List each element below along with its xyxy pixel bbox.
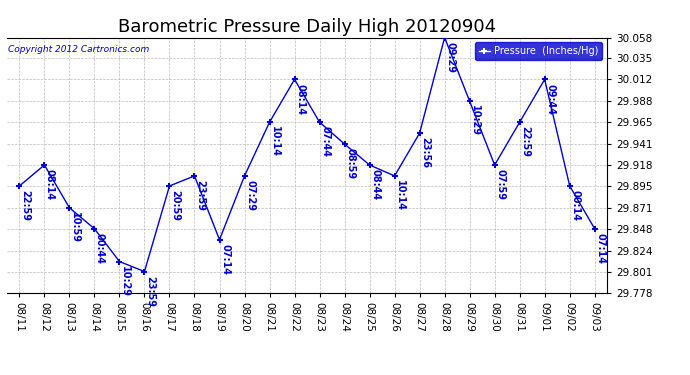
Text: 00:44: 00:44 xyxy=(95,233,105,264)
Text: 07:44: 07:44 xyxy=(320,126,330,158)
Text: 08:59: 08:59 xyxy=(345,148,355,179)
Text: 22:59: 22:59 xyxy=(20,190,30,221)
Text: 22:59: 22:59 xyxy=(520,126,530,158)
Text: 09:29: 09:29 xyxy=(445,42,455,73)
Text: 07:59: 07:59 xyxy=(495,169,505,200)
Title: Barometric Pressure Daily High 20120904: Barometric Pressure Daily High 20120904 xyxy=(118,18,496,36)
Text: 00:14: 00:14 xyxy=(570,190,580,221)
Text: 07:14: 07:14 xyxy=(220,244,230,275)
Text: 23:59: 23:59 xyxy=(195,180,205,211)
Text: 20:59: 20:59 xyxy=(170,190,180,221)
Text: 07:14: 07:14 xyxy=(595,233,605,264)
Text: 23:59: 23:59 xyxy=(145,276,155,307)
Text: 10:14: 10:14 xyxy=(270,126,280,158)
Text: 10:29: 10:29 xyxy=(470,105,480,136)
Legend: Pressure  (Inches/Hg): Pressure (Inches/Hg) xyxy=(475,42,602,60)
Text: 23:56: 23:56 xyxy=(420,137,430,168)
Text: 08:14: 08:14 xyxy=(295,84,305,115)
Text: 09:44: 09:44 xyxy=(545,84,555,114)
Text: 07:29: 07:29 xyxy=(245,180,255,211)
Text: 10:14: 10:14 xyxy=(395,180,405,211)
Text: 10:29: 10:29 xyxy=(120,266,130,297)
Text: Copyright 2012 Cartronics.com: Copyright 2012 Cartronics.com xyxy=(8,45,149,54)
Text: 10:59: 10:59 xyxy=(70,212,80,243)
Text: 08:44: 08:44 xyxy=(370,169,380,200)
Text: 08:14: 08:14 xyxy=(45,169,55,200)
